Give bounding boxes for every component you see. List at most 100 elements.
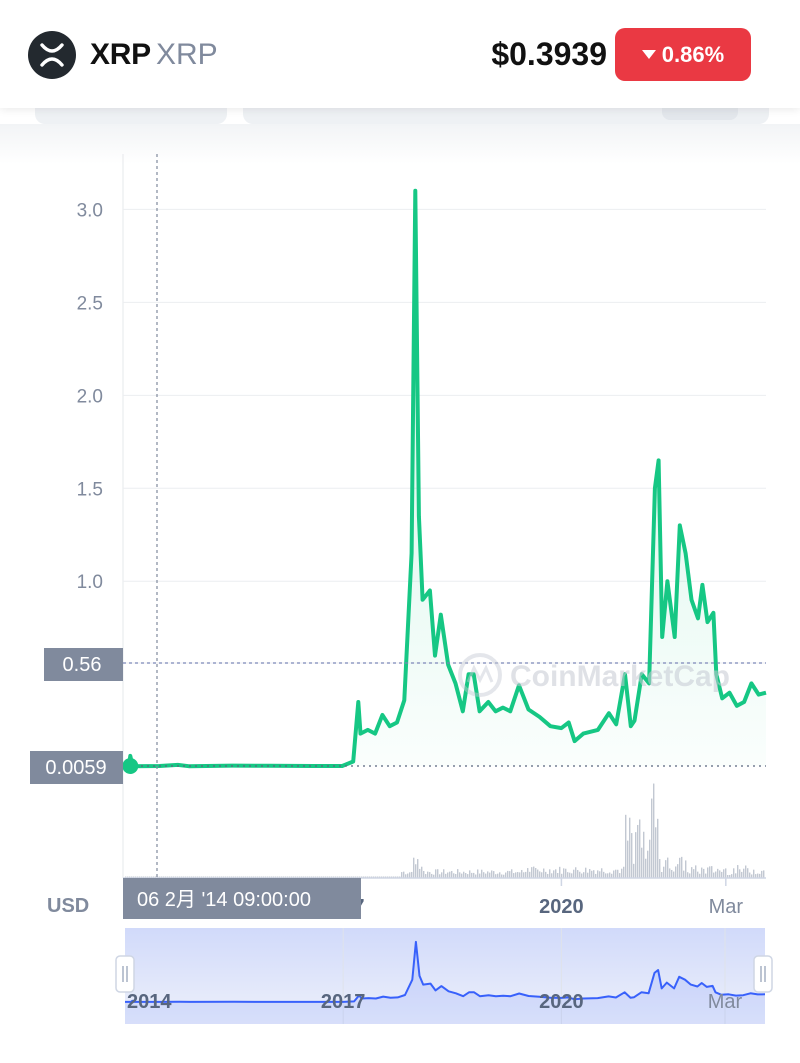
volume-bar [759,873,761,878]
volume-bar [599,871,601,878]
volume-bar [475,874,477,878]
volume-bar [495,874,497,878]
volume-bar [561,873,563,878]
currency-label: USD [47,895,89,917]
selected-tab-peek[interactable] [662,108,738,120]
volume-bar [505,872,507,878]
volume-bar [559,866,561,878]
volume-bar [519,872,521,878]
volume-bar [439,874,441,878]
volume-bar [653,783,655,878]
volume-bar [581,873,583,878]
volume-bar [459,872,461,878]
volume-bar [513,873,515,878]
volume-bar [681,856,683,878]
volume-bar [621,868,623,878]
volume-bar [749,872,751,878]
volume-bar [657,818,659,878]
volume-bar [407,873,409,878]
range-navigator[interactable]: 2014 2017 2020 Mar [115,928,773,1024]
watermark-logo-icon [458,653,502,697]
volume-bar [429,872,431,878]
volume-bar [497,873,499,878]
crosshair-value-tag: 0.0059 [30,751,123,784]
volume-bar [719,870,721,878]
volume-bar [435,869,437,878]
volume-bar [751,874,753,878]
volume-bar [563,868,565,878]
volume-bar [461,873,463,878]
price-value: $0.3939 [491,36,607,72]
volume-bar [593,870,595,878]
volume-bar [449,871,451,878]
volume-bar [761,870,763,878]
volume-bar [715,871,717,878]
volume-bar [509,871,511,878]
volume-bar [453,873,455,878]
volume-bar [529,871,531,878]
coin-symbol: XRP [156,38,218,71]
volume-bar [437,869,439,878]
volume-bar [467,874,469,878]
volume-bar [545,871,547,878]
watermark-text: CoinMarketCap [510,660,730,693]
volume-bar [639,819,641,878]
volume-bar [735,873,737,878]
volume-bar [669,868,671,878]
navigator-gridlines [342,928,726,1024]
volume-bar [573,869,575,878]
navigator-area [125,941,765,1024]
volume-bar [553,870,555,878]
volume-bar [535,868,537,878]
volume-bar [731,874,733,878]
volume-bar [741,871,743,878]
volume-bar [763,870,765,878]
volume-bar [723,869,725,878]
volume-bar [671,869,673,878]
y-tick-label: 1.5 [77,479,103,500]
volume-bar [521,869,523,878]
volume-bar [713,872,715,878]
price-change-badge: 0.86% [615,28,751,81]
volume-bar [623,866,625,878]
crosshair-date-tag: 06 2月 '14 09:00:00 [123,878,361,919]
volume-bar [411,871,413,878]
volume-bar [515,872,517,878]
volume-bar [533,866,535,878]
volume-bar [633,863,635,878]
volume-bar [637,824,639,878]
volume-bar [635,832,637,878]
volume-bar [421,866,423,878]
volume-bar [455,873,457,878]
volume-bar [419,868,421,878]
x-tick-label: 2020 [539,896,584,918]
volume-bar [479,873,481,878]
volume-bar [423,870,425,878]
volume-bar [541,872,543,878]
volume-bar [687,872,689,878]
volume-bar [565,868,567,878]
volume-bar [571,873,573,878]
navigator-axis-label: Mar [708,991,743,1013]
volume-bar [629,817,631,878]
navigator-right-handle[interactable] [753,955,773,993]
volume-bar [551,873,553,878]
volume-bar [613,870,615,878]
volume-bar [655,827,657,878]
y-axis-ticks: 0.56 1.0 1.5 2.0 2.5 3.0 [66,200,103,675]
volume-bar [733,868,735,878]
crosshair-point [122,758,139,774]
navigator-left-handle[interactable] [115,955,135,993]
x-tick-label: Mar [709,896,744,918]
volume-bar [589,869,591,878]
volume-bar [643,831,645,878]
volume-bar [501,874,503,878]
volume-bar [651,798,653,878]
volume-bar [591,870,593,878]
volume-bar [405,874,407,878]
volume-bar [617,869,619,878]
volume-bar [603,871,605,878]
volume-bar [431,873,433,878]
